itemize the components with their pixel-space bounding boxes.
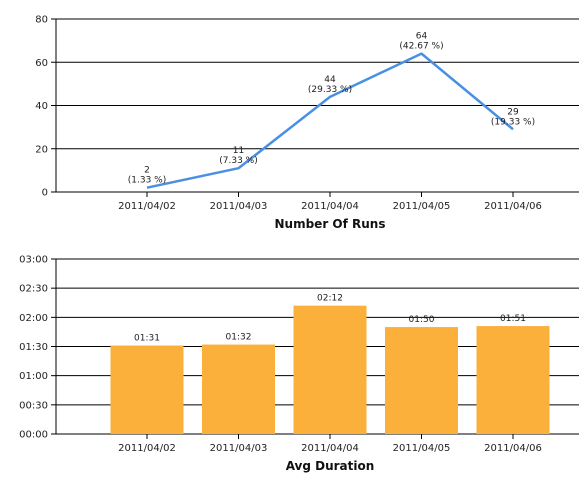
runs-y-tick-label: 40	[35, 101, 48, 112]
duration-x-tick-label: 2011/04/02	[118, 443, 176, 454]
runs-point-value: 44	[324, 75, 336, 85]
duration-y-tick-label: 03:00	[19, 255, 48, 266]
duration-bars	[110, 305, 550, 434]
runs-series	[146, 52, 514, 189]
runs-y-tick-label: 60	[35, 58, 48, 69]
duration-y-tick-label: 01:00	[19, 371, 48, 382]
runs-point-value: 64	[416, 32, 428, 42]
duration-y-tick-label: 00:00	[19, 430, 48, 441]
runs-point-value: 11	[233, 146, 244, 156]
duration-x-tick-label: 2011/04/04	[301, 443, 359, 454]
runs-x-tick-label: 2011/04/05	[393, 201, 451, 212]
duration-y-tick-label: 02:00	[19, 313, 48, 324]
duration-bar-value-label: 01:31	[134, 334, 160, 344]
runs-x-tick-label: 2011/04/06	[484, 201, 542, 212]
runs-x-tick-label: 2011/04/02	[118, 201, 176, 212]
duration-y-tick-label: 01:30	[19, 342, 48, 353]
duration-y-tick-label: 02:30	[19, 284, 48, 295]
runs-point-percent: (7.33 %)	[219, 156, 257, 166]
duration-bar-value-label: 01:50	[409, 315, 435, 325]
runs-y-tick-label: 20	[35, 144, 48, 155]
runs-y-axis: 0 20 40 60 80	[35, 15, 57, 199]
runs-point-value: 29	[507, 107, 519, 117]
duration-bar-value-label: 01:32	[226, 333, 252, 343]
runs-point-percent: (29.33 %)	[308, 85, 352, 95]
runs-x-tick-label: 2011/04/04	[301, 201, 359, 212]
duration-y-tick-label: 00:30	[19, 400, 48, 411]
runs-chart: 0 20 40 60 80 2011/04/02 2011/04/03 2011/04/04…	[35, 15, 579, 231]
runs-x-axis: 2011/04/02 2011/04/03 2011/04/04 2011/04/05…	[118, 192, 542, 212]
duration-x-tick-label: 2011/04/06	[484, 443, 542, 454]
duration-chart-title: Avg Duration	[286, 459, 375, 473]
duration-bar	[110, 345, 184, 434]
runs-x-tick-label: 2011/04/03	[210, 201, 268, 212]
runs-point-percent: (1.33 %)	[128, 176, 166, 186]
duration-chart: 00:00 00:30 01:00 01:30 02:00 02:30 03:00 2011…	[19, 255, 579, 473]
runs-point-value: 2	[144, 166, 150, 176]
runs-point-percent: (42.67 %)	[399, 42, 443, 52]
duration-bar-labels: 01:31 01:32 02:12 01:50 01:51	[134, 294, 526, 344]
runs-point-labels: 2(1.33 %) 11(7.33 %) 44(29.33 %) 64(42.67 %…	[128, 32, 535, 186]
duration-bar	[202, 344, 275, 434]
duration-bar	[385, 327, 458, 434]
duration-x-tick-label: 2011/04/05	[393, 443, 451, 454]
runs-chart-title: Number Of Runs	[275, 217, 386, 231]
duration-x-tick-label: 2011/04/03	[210, 443, 268, 454]
runs-point-percent: (19.33 %)	[491, 117, 535, 127]
duration-bar-value-label: 01:51	[500, 314, 526, 324]
runs-line	[146, 52, 514, 189]
duration-bar	[293, 305, 367, 434]
runs-y-tick-label: 80	[35, 15, 48, 26]
runs-y-tick-label: 0	[42, 188, 48, 199]
duration-bar	[476, 326, 550, 434]
duration-bar-value-label: 02:12	[317, 294, 343, 304]
duration-x-axis: 2011/04/02 2011/04/03 2011/04/04 2011/04/05…	[118, 434, 542, 454]
duration-y-axis: 00:00 00:30 01:00 01:30 02:00 02:30 03:00	[19, 255, 57, 441]
